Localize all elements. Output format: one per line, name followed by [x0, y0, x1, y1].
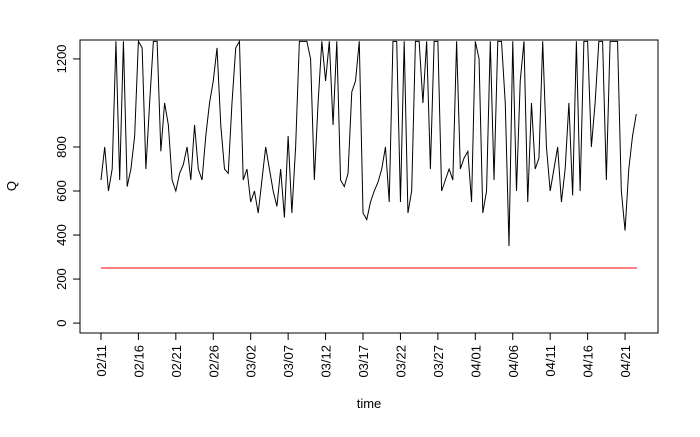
- plot-box: [79, 39, 659, 334]
- x-tick-label: 02/16: [131, 345, 146, 378]
- x-tick-label: 04/01: [468, 345, 483, 378]
- x-tick-label: 02/11: [94, 345, 109, 377]
- x-tick-label: 04/21: [618, 345, 633, 378]
- x-tick-label: 04/11: [543, 345, 558, 377]
- x-tick-label: 03/12: [319, 345, 334, 378]
- x-tick-label: 03/27: [431, 345, 446, 378]
- y-tick-label: 200: [54, 268, 69, 290]
- series-line: [100, 39, 637, 247]
- x-tick-label: 02/21: [169, 345, 184, 378]
- y-tick-label: 1200: [54, 44, 69, 73]
- x-tick-label: 02/26: [206, 345, 221, 378]
- y-tick-label: 600: [54, 180, 69, 202]
- y-tick-label: 800: [54, 136, 69, 158]
- x-tick-label: 03/22: [393, 345, 408, 378]
- y-tick-label: 400: [54, 224, 69, 246]
- x-tick-label: 04/16: [581, 345, 596, 378]
- y-axis-label: Q: [4, 181, 19, 191]
- x-tick-label: 03/17: [356, 345, 371, 378]
- x-tick-label: 04/06: [506, 345, 521, 378]
- y-tick-label: 0: [54, 319, 69, 326]
- x-tick-label: 03/07: [281, 345, 296, 378]
- x-tick-label: 03/02: [244, 345, 259, 378]
- x-axis-label: time: [357, 396, 382, 411]
